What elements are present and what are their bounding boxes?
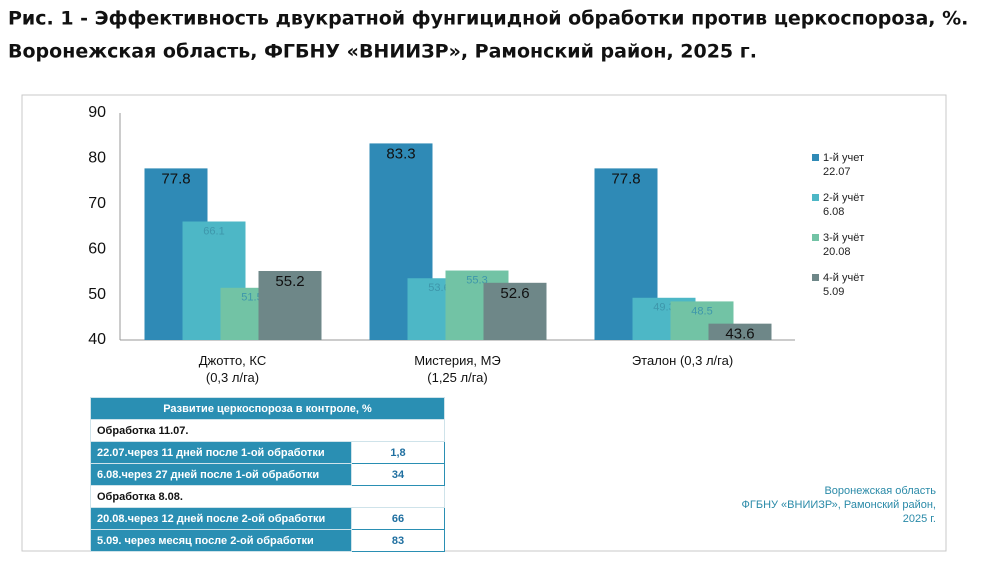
bar [483,282,547,340]
x-tick-label: Мистерия, МЭ (1,25 л/га) [414,353,501,385]
y-tick-label: 60 [88,240,106,257]
table-row: 22.07.через 11 дней после 1-ой обработки… [90,441,445,464]
value-label: 53.6 [428,282,449,294]
value-label: 49.3 [653,302,674,314]
legend-label: 3-й учёт 20.08 [823,232,865,258]
legend-swatch [812,274,819,281]
legend-swatch [812,234,819,241]
table-row: Развитие церкоспороза в контроле, % [90,397,445,420]
value-label: 51.5 [241,292,262,304]
legend-label: 4-й учёт 5.09 [823,272,865,298]
chart-title: Рис. 1 - Эффективность двукратной фунгиц… [8,8,968,30]
bar [258,270,322,340]
value-label: 77.8 [611,170,640,187]
table: Развитие церкоспороза в контроле, % Обраб… [90,397,445,552]
table-row: 6.08.через 27 дней после 1-ой обработки 3… [90,463,445,486]
table-cell: 20.08.через 12 дней после 2-ой обработки [90,507,352,530]
table-cell: 5.09. через месяц после 2-ой обработки [90,529,352,552]
value-label: 77.8 [161,170,190,187]
value-label: 52.6 [500,285,529,302]
value-label: 48.5 [691,305,712,317]
table-cell: 66 [351,507,445,530]
y-tick-label: 70 [88,195,106,212]
value-label: 83.3 [386,145,415,162]
y-tick-label: 80 [88,150,106,167]
table-row: 5.09. через месяц после 2-ой обработки 83 [90,529,445,552]
table-row: Обработка 8.08. [90,485,445,508]
y-tick-label: 40 [88,331,106,348]
value-label: 55.3 [466,274,487,286]
chart-frame [21,94,947,552]
x-tick-label: Эталон (0,3 л/га) [631,353,734,368]
value-label: 43.6 [725,326,754,343]
note: Воронежская область ФГБНУ «ВНИИЗР», Рамо… [741,485,936,525]
table-cell: 1,8 [351,441,445,464]
legend-label: 2-й учёт 6.08 [823,192,865,218]
legend-swatch [812,154,819,161]
table-cell: 6.08.через 27 дней после 1-ой обработки [90,463,352,486]
table-cell: 34 [351,463,445,486]
y-tick-label: 50 [88,286,106,303]
table-row: 20.08.через 12 дней после 2-ой обработки… [90,507,445,530]
table-cell: 22.07.через 11 дней после 1-ой обработки [90,441,352,464]
bar [708,323,772,340]
table-cell: Развитие церкоспороза в контроле, % [90,397,445,420]
legend-swatch [812,194,819,201]
x-tick-label: Джотто, КС (0,3 л/га) [198,353,267,385]
table-cell: Обработка 8.08. [90,485,445,508]
legend-label: 1-й учет 22.07 [823,152,865,178]
chart-subtitle: Воронежская область, ФГБНУ «ВНИИЗР», Рам… [8,41,757,63]
table-row: Обработка 11.07. [90,419,445,442]
y-tick-label: 90 [88,104,106,121]
table-cell: Обработка 11.07. [90,419,445,442]
table-cell: 83 [351,529,445,552]
value-label: 66.1 [203,225,224,237]
value-label: 55.2 [275,273,304,290]
